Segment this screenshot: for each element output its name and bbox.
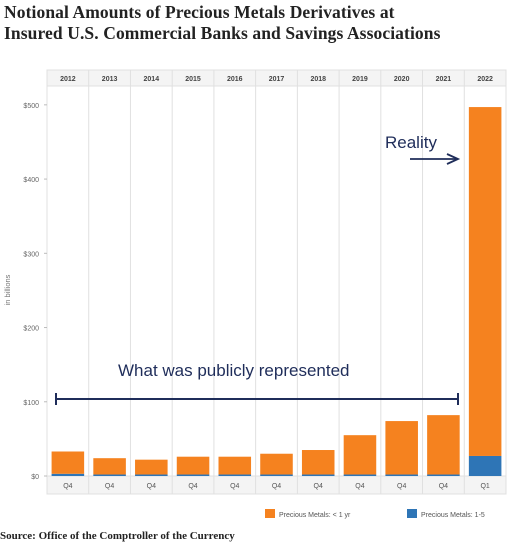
- quarter-label: Q4: [397, 483, 406, 490]
- bar-short-term-2018: [301, 450, 335, 475]
- title-line-1: Notional Amounts of Precious Metals Deri…: [4, 2, 395, 22]
- bar-long-term-2013: [93, 474, 126, 476]
- y-tick-label: $500: [23, 103, 39, 110]
- bar-short-term-2022: [468, 107, 502, 456]
- bar-long-term-2022: [468, 455, 502, 476]
- bar-short-term-2021: [427, 415, 460, 475]
- year-label-2019: 2019: [352, 76, 368, 83]
- quarter-label: Q4: [147, 483, 156, 490]
- bar-long-term-2014: [135, 474, 168, 476]
- bar-long-term-2015: [176, 474, 210, 476]
- bar-short-term-2019: [343, 435, 377, 475]
- quarter-label: Q1: [480, 483, 489, 490]
- quarter-label: Q4: [188, 483, 197, 490]
- y-tick-label: $400: [23, 177, 39, 184]
- year-label-2014: 2014: [144, 76, 160, 83]
- quarter-label: Q4: [105, 483, 114, 490]
- bar-long-term-2021: [427, 474, 460, 476]
- quarter-label: Q4: [314, 483, 323, 490]
- year-label-2013: 2013: [102, 76, 118, 83]
- reality-arrow-head: [446, 153, 461, 165]
- legend-swatch-long-term: [407, 509, 417, 518]
- year-label-2012: 2012: [60, 76, 76, 83]
- bar-long-term-2020: [385, 474, 418, 476]
- y-tick-label: $100: [23, 400, 39, 407]
- bar-long-term-2018: [301, 474, 335, 476]
- year-label-2020: 2020: [394, 76, 410, 83]
- annotation-public: What was publicly represented: [118, 361, 350, 380]
- y-tick-label: $300: [23, 251, 39, 258]
- bar-long-term-2016: [218, 474, 252, 476]
- year-label-2016: 2016: [227, 76, 243, 83]
- quarter-label: Q4: [63, 483, 72, 490]
- year-label-2017: 2017: [269, 76, 285, 83]
- bar-short-term-2012: [51, 451, 85, 474]
- bar-short-term-2014: [135, 459, 168, 475]
- year-label-2018: 2018: [310, 76, 326, 83]
- quarter-label: Q4: [439, 483, 448, 490]
- y-tick-label: $0: [31, 474, 39, 481]
- bar-short-term-2013: [93, 458, 126, 475]
- title-line-2: Insured U.S. Commercial Banks and Saving…: [4, 23, 441, 43]
- legend-label-long-term: Precious Metals: 1-5: [421, 512, 485, 519]
- bar-short-term-2020: [385, 421, 418, 475]
- legend-swatch-short-term: [265, 509, 275, 518]
- bar-short-term-2017: [260, 453, 293, 475]
- y-tick-label: $200: [23, 326, 39, 333]
- bar-short-term-2016: [218, 456, 252, 475]
- year-label-2021: 2021: [436, 76, 452, 83]
- annotation-reality: Reality: [385, 133, 437, 152]
- quarter-label: Q4: [230, 483, 239, 490]
- quarter-label: Q4: [355, 483, 364, 490]
- y-axis-label: in billions: [3, 274, 12, 305]
- chart-title: Notional Amounts of Precious Metals Deri…: [4, 2, 514, 44]
- quarter-label: Q4: [272, 483, 281, 490]
- year-label-2015: 2015: [185, 76, 201, 83]
- source-note: Source: Office of the Comptroller of the…: [0, 530, 235, 542]
- bar-short-term-2015: [176, 456, 210, 475]
- bar-long-term-2012: [51, 473, 85, 476]
- legend-label-short-term: Precious Metals: < 1 yr: [279, 512, 351, 519]
- bar-long-term-2017: [260, 474, 293, 476]
- year-label-2022: 2022: [477, 76, 493, 83]
- bar-long-term-2019: [343, 474, 377, 476]
